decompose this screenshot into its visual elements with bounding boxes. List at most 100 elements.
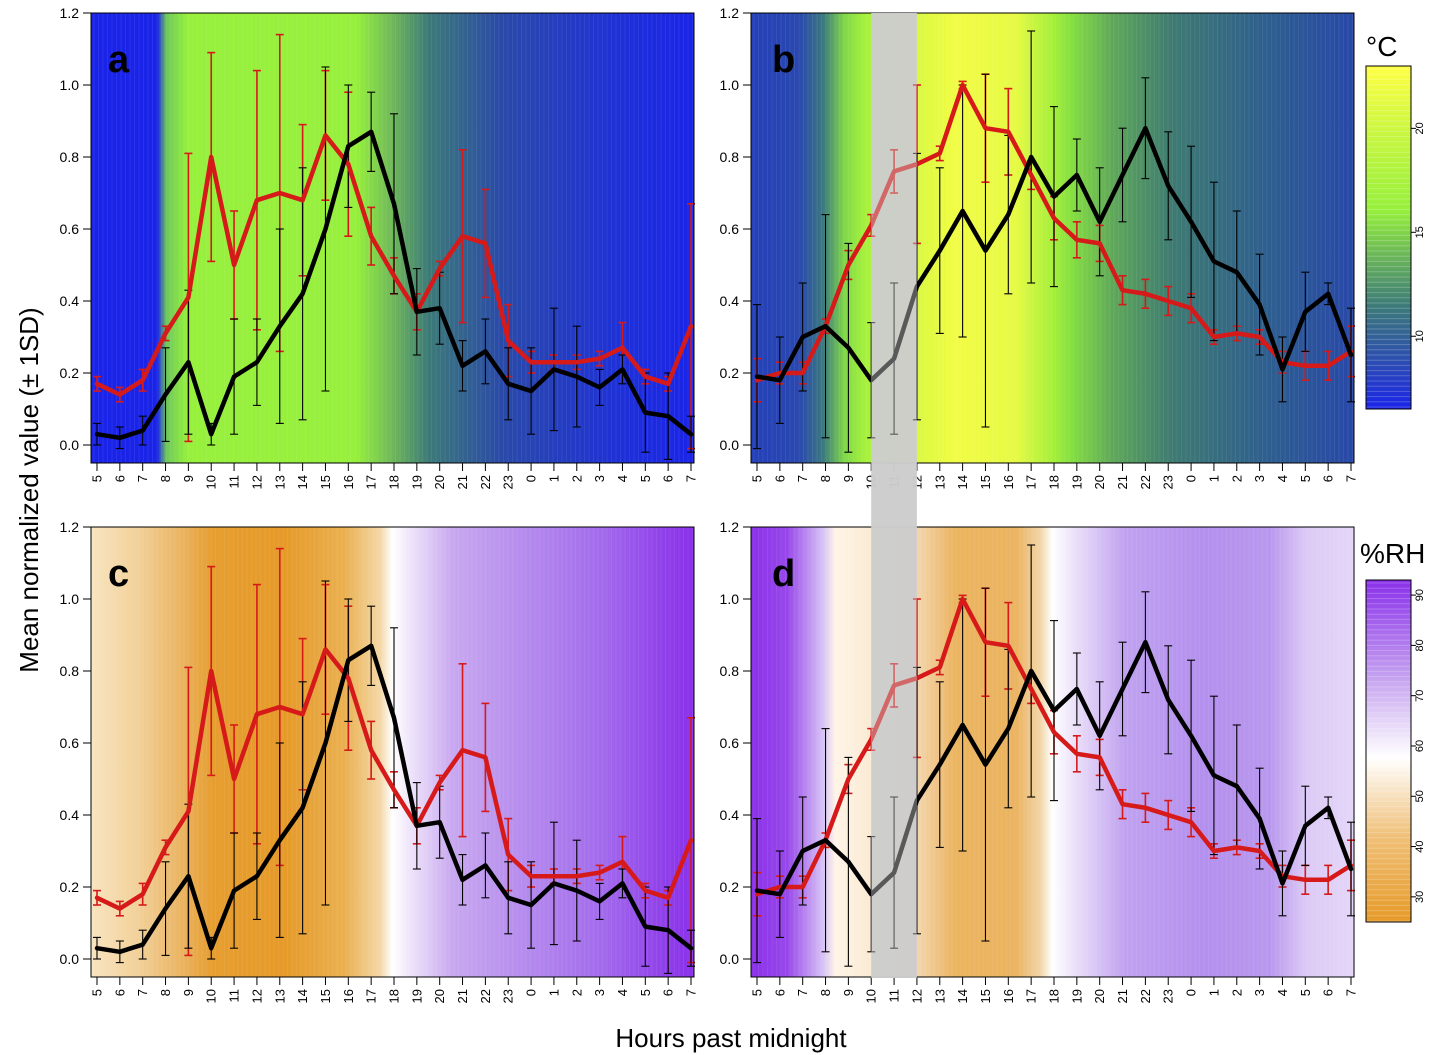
panel-d-x-tick-label: 23 (1161, 989, 1176, 1003)
panel-a-x-tick-label: 6 (112, 475, 127, 482)
panel-b-x-tick-label: 23 (1161, 475, 1176, 489)
panel-a-x-tick-label: 13 (272, 475, 287, 489)
panel-d-x-tick-label: 3 (1252, 989, 1267, 996)
panel-d-y-tick-label: 0.2 (720, 879, 740, 895)
panel-a-x-tick-label: 7 (684, 475, 699, 482)
panel-d-x-tick-label: 6 (1321, 989, 1336, 996)
panel-d-red-line (754, 596, 1354, 897)
panel-a-y-tick-label: 1.0 (60, 77, 80, 93)
panel-c-y-tick-label: 1.0 (60, 591, 80, 607)
panel-c-x-tick-label: 1 (546, 989, 561, 996)
panel-c-y-tick-label: 0.4 (60, 807, 80, 823)
panel-a-y-tick-label: 0.8 (60, 149, 80, 165)
panel-c-x-tick-label: 21 (455, 989, 470, 1003)
panel-c-x-ticks: 5 6 7 8 9 10 11 12 13 14 15 16 17 18 19 20 21 22 23 0 1 2 3 4 5 6… (90, 977, 699, 1003)
colorbar-temperature-scale (1366, 66, 1411, 409)
panel-a-y-tick-label: 0.6 (60, 221, 80, 237)
panel-c-x-tick-label: 19 (409, 989, 424, 1003)
panel-b-y-tick-label: 0.2 (720, 365, 740, 381)
panel-a-x-tick-label: 21 (455, 475, 470, 489)
panel-a-y-tick-label: 1.2 (60, 5, 80, 21)
panel-a-y-ticks: 0.0 0.2 0.4 0.6 0.8 1.0 1.2 (60, 5, 91, 453)
panel-c-x-tick-label: 11 (227, 989, 242, 1003)
colorbar-humidity-ticks: 30 40 50 60 70 80 90 (1411, 589, 1426, 903)
panel-c-x-tick-label: 18 (387, 989, 402, 1003)
panel-a-frame (90, 12, 695, 464)
panel-d-frame (750, 526, 1355, 978)
colorbar-temperature-tick-label: 10 (1414, 330, 1426, 342)
panel-c-letter: c (108, 553, 129, 595)
panel-b-x-ticks: 5678910111213141516171819202122230123456… (750, 463, 1359, 489)
panel-c-x-tick-label: 20 (432, 989, 447, 1003)
panel-b-x-tick-label: 20 (1092, 475, 1107, 489)
panel-a-x-tick-label: 9 (181, 475, 196, 482)
panel-a-y-tick-label: 0.4 (60, 293, 80, 309)
panel-b-y-ticks: 0.0 0.2 0.4 0.6 0.8 1.0 1.2 (720, 5, 751, 453)
panel-b-x-tick-label: 8 (818, 475, 833, 482)
panel-c-y-tick-label: 0.2 (60, 879, 80, 895)
colorbar-temperature-ticks: 10 15 20 (1411, 122, 1426, 342)
panel-d-background (751, 527, 1354, 977)
panel-c-red-line (94, 647, 694, 911)
panel-d-x-tick-label: 5 (750, 989, 765, 996)
panel-d-y-tick-label: 1.0 (720, 591, 740, 607)
panel-b-x-tick-label: 17 (1024, 475, 1039, 489)
panel-a-stripes (93, 13, 693, 463)
panel-a-x-tick-label: 16 (341, 475, 356, 489)
panel-d-y-tick-label: 0.8 (720, 663, 740, 679)
colorbar-humidity: %RH 30 40 50 60 70 80 90 (1360, 538, 1426, 923)
panel-a-x-tick-label: 1 (546, 475, 561, 482)
colorbar-temperature-stripes (1366, 68, 1411, 408)
panel-a-x-tick-label: 7 (135, 475, 150, 482)
panel-b-x-tick-label: 16 (1001, 475, 1016, 489)
panel-a: a 5 6 7 8 9 10 11 12 13 14 15 16 17 18 19 20 21 22 23 0 1 2 3 4… (60, 5, 699, 489)
panel-b-x-tick-label: 21 (1115, 475, 1130, 489)
panel-d-x-tick-label: 12 (909, 989, 924, 1003)
panel-a-y-tick-label: 0.2 (60, 365, 80, 381)
colorbar-temperature: °C 10 15 20 (1365, 31, 1426, 410)
panel-a-x-tick-label: 5 (90, 475, 105, 482)
panel-d-x-tick-label: 4 (1275, 989, 1290, 996)
panel-b-y-tick-label: 0.8 (720, 149, 740, 165)
panel-b-y-tick-label: 0.0 (720, 437, 740, 453)
panel-a-x-ticks: 5 6 7 8 9 10 11 12 13 14 15 16 17 18 19 20 21 22 23 0 1 2 3 4 5 6… (90, 463, 699, 489)
panel-a-x-tick-label: 20 (432, 475, 447, 489)
panel-d-x-tick-label: 10 (864, 989, 879, 1003)
panel-a-x-tick-label: 5 (638, 475, 653, 482)
panel-c-x-tick-label: 9 (181, 989, 196, 996)
panel-d-x-tick-label: 8 (818, 989, 833, 996)
panel-c-x-tick-label: 16 (341, 989, 356, 1003)
panel-b-background (751, 13, 1354, 463)
panel-a-x-tick-label: 12 (249, 475, 264, 489)
panel-a-red-line (94, 133, 694, 397)
panel-c-x-tick-label: 6 (112, 989, 127, 996)
panel-d-x-tick-label: 20 (1092, 989, 1107, 1003)
panel-d-y-tick-label: 1.2 (720, 519, 740, 535)
panel-a-letter: a (108, 39, 130, 81)
panel-c-x-tick-label: 4 (615, 989, 630, 996)
panel-d-x-tick-label: 7 (795, 989, 810, 996)
colorbar-humidity-tick-label: 30 (1414, 891, 1426, 903)
panel-b-x-tick-label: 1 (1206, 475, 1221, 482)
colorbar-temperature-tick-label: 15 (1414, 226, 1426, 238)
panel-b-x-tick-label: 4 (1275, 475, 1290, 482)
panel-d: d 5 6 7 8 9 10 11 12 13 14 15 16 17 18 19 20 21 22 23 0 1 2 3 4… (720, 519, 1359, 1003)
panel-d-x-tick-label: 13 (932, 989, 947, 1003)
panel-b-x-tick-label: 3 (1252, 475, 1267, 482)
panel-c-x-tick-label: 2 (569, 989, 584, 996)
panel-c-y-tick-label: 0.8 (60, 663, 80, 679)
panel-d-x-tick-label: 18 (1047, 989, 1062, 1003)
panel-a-x-tick-label: 17 (364, 475, 379, 489)
panel-c-x-tick-label: 14 (295, 989, 310, 1003)
panel-d-y-tick-label: 0.6 (720, 735, 740, 751)
panel-b-x-tick-label: 14 (955, 475, 970, 489)
panel-b-y-tick-label: 1.0 (720, 77, 740, 93)
colorbar-temperature-frame (1365, 65, 1412, 410)
panel-c-x-tick-label: 7 (135, 989, 150, 996)
panel-a-x-tick-label: 10 (204, 475, 219, 489)
panel-c-x-tick-label: 5 (638, 989, 653, 996)
panel-d-y-ticks: 0.0 0.2 0.4 0.6 0.8 1.0 1.2 (720, 519, 751, 967)
panel-b-x-tick-label: 18 (1047, 475, 1062, 489)
panel-b-series-top (871, 84, 917, 439)
